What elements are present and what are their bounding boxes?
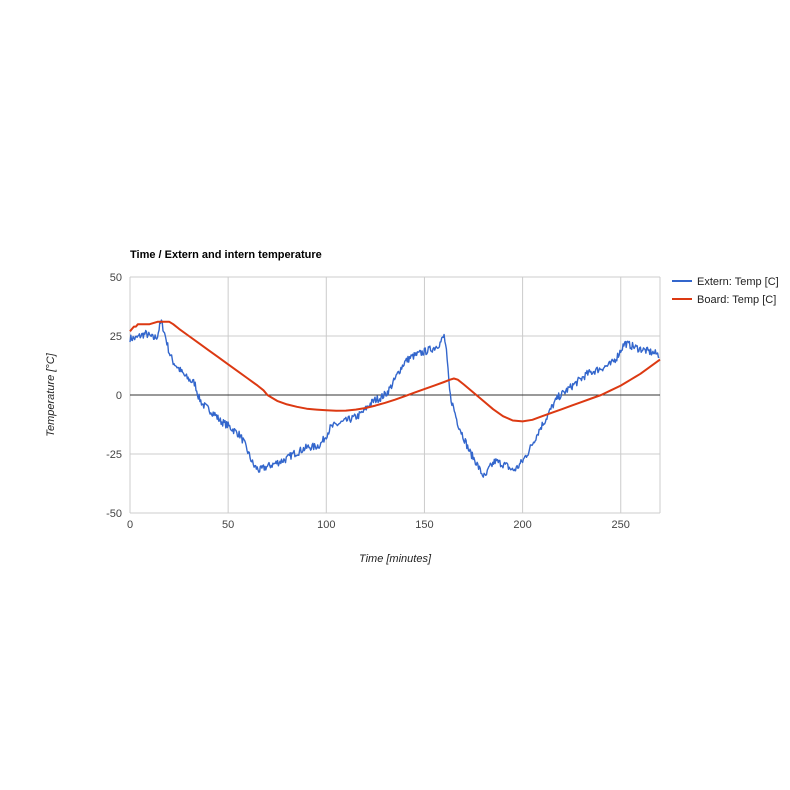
series-line-1: [129, 319, 660, 478]
x-tick-label: 200: [513, 519, 531, 531]
x-tick-label: 50: [222, 519, 234, 531]
y-tick-label: 25: [110, 331, 122, 343]
legend: Extern: Temp [C] Board: Temp [C]: [672, 276, 779, 306]
y-tick-label: 50: [110, 272, 122, 284]
y-tick-label: -25: [106, 449, 122, 461]
x-tick-label: 100: [317, 519, 335, 531]
grid-layer: [129, 276, 661, 514]
legend-label: Extern: Temp [C]: [697, 276, 779, 288]
legend-label: Board: Temp [C]: [697, 294, 776, 306]
x-tick-label: 0: [127, 519, 133, 531]
x-axis-label: Time [minutes]: [359, 553, 432, 565]
chart-title: Time / Extern and intern temperature: [130, 249, 322, 261]
y-tick-label: 0: [116, 390, 122, 402]
series-layer: [129, 319, 661, 478]
x-tick-label: 250: [612, 519, 630, 531]
y-tick-label: -50: [106, 508, 122, 520]
tick-layer: 0 50 100 150 200 250 -50 -25 0 25 50: [106, 272, 630, 531]
x-tick-label: 150: [415, 519, 433, 531]
series-line-2: [129, 320, 661, 423]
y-axis-label: Temperature [°C]: [45, 352, 57, 436]
